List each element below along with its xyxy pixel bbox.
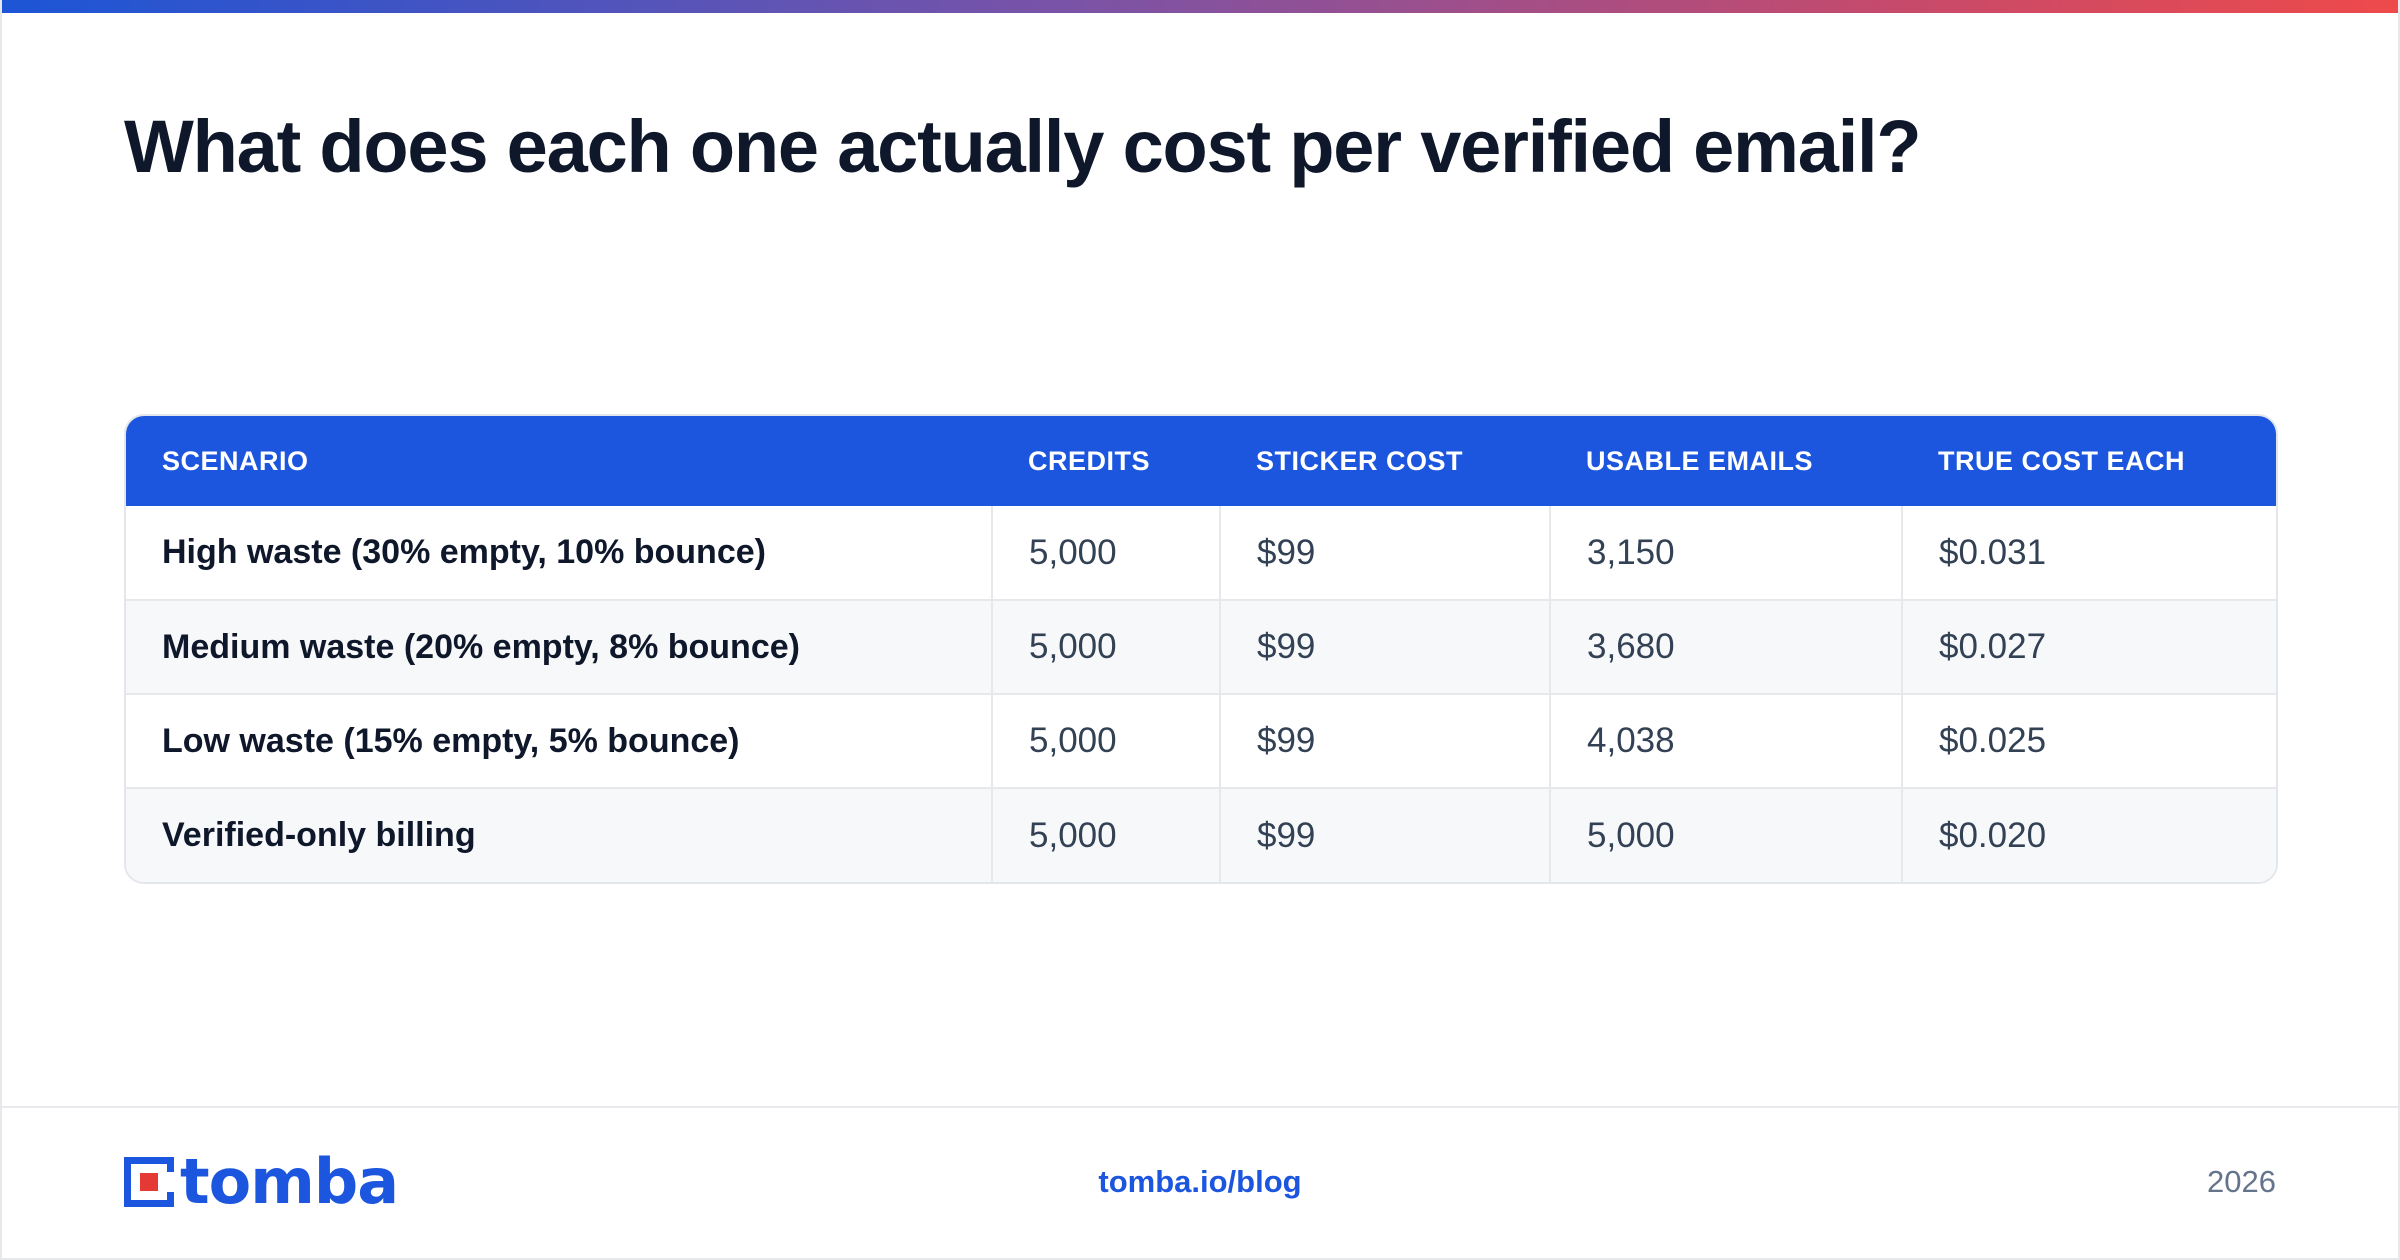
tomba-logo[interactable]: tomba (124, 1145, 399, 1218)
cost-table: SCENARIO CREDITS STICKER COST USABLE EMA… (126, 416, 2276, 882)
cell-sticker-cost: $99 (1219, 693, 1550, 788)
cell-true-cost-each: $0.027 (1901, 599, 2276, 694)
cell-usable-emails: 5,000 (1549, 787, 1902, 882)
cell-credits: 5,000 (991, 599, 1220, 694)
footer-divider (2, 1106, 2398, 1108)
table-row: Medium waste (20% empty, 8% bounce) 5,00… (126, 599, 2276, 694)
page-title: What does each one actually cost per ver… (124, 105, 1922, 188)
blog-link[interactable]: tomba.io/blog (1098, 1164, 1302, 1199)
table-header-row: SCENARIO CREDITS STICKER COST USABLE EMA… (126, 416, 2276, 506)
cell-true-cost-each: $0.020 (1901, 787, 2276, 882)
cell-usable-emails: 4,038 (1549, 693, 1902, 788)
cell-credits: 5,000 (991, 693, 1220, 788)
cell-sticker-cost: $99 (1219, 787, 1550, 882)
cost-table-container: SCENARIO CREDITS STICKER COST USABLE EMA… (124, 414, 2278, 884)
table-row: Low waste (15% empty, 5% bounce) 5,000 $… (126, 693, 2276, 788)
cell-credits: 5,000 (991, 787, 1220, 882)
header-credits: CREDITS (1028, 445, 1151, 476)
cell-scenario: Low waste (15% empty, 5% bounce) (126, 693, 992, 788)
cell-true-cost-each: $0.031 (1901, 506, 2276, 600)
tomba-logo-icon (124, 1157, 174, 1207)
header-scenario: SCENARIO (162, 445, 309, 476)
header-usable-emails: USABLE EMAILS (1586, 445, 1814, 476)
table-body: High waste (30% empty, 10% bounce) 5,000… (126, 506, 2276, 882)
logo-text: tomba (180, 1145, 399, 1218)
cell-sticker-cost: $99 (1219, 599, 1550, 694)
cell-scenario: Medium waste (20% empty, 8% bounce) (126, 599, 992, 694)
header-sticker-cost: STICKER COST (1256, 445, 1464, 476)
cell-sticker-cost: $99 (1219, 506, 1550, 600)
header-true-cost-each: TRUE COST EACH (1938, 445, 2186, 476)
cell-scenario: Verified-only billing (126, 787, 992, 882)
cell-scenario: High waste (30% empty, 10% bounce) (162, 533, 766, 571)
cell-credits: 5,000 (991, 506, 1220, 600)
cell-true-cost-each: $0.025 (1901, 693, 2276, 788)
table-header: SCENARIO CREDITS STICKER COST USABLE EMA… (126, 416, 2276, 506)
cell-usable-emails: 3,150 (1549, 506, 1902, 600)
gradient-top-bar (2, 0, 2398, 13)
table-row: Verified-only billing 5,000 $99 5,000 $0… (126, 787, 2276, 882)
cell-usable-emails: 3,680 (1549, 599, 1902, 694)
table-row: High waste (30% empty, 10% bounce) 5,000… (126, 506, 2276, 600)
footer-year: 2026 (2207, 1164, 2276, 1199)
